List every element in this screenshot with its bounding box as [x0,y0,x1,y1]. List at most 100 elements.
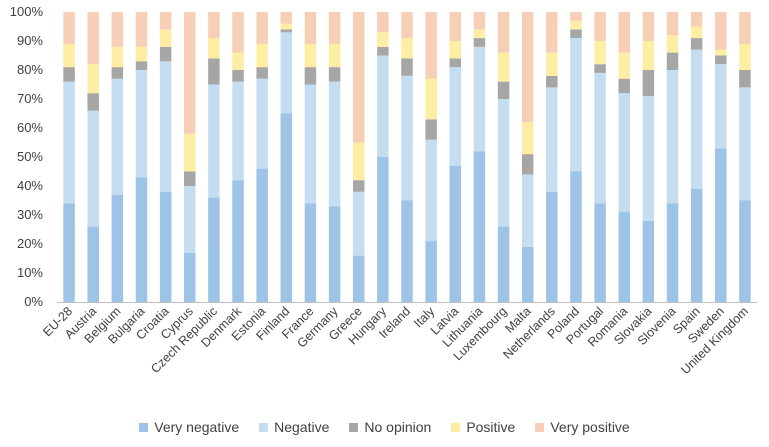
bar-segment [570,38,582,172]
bar-segment [328,81,341,207]
bar-segment [328,43,341,68]
bar-stack [328,12,341,302]
y-tick-label: 40% [17,178,43,193]
bar-segment [715,49,727,56]
bar-segment [184,133,196,172]
bar-segment [63,12,75,44]
bar-segment [87,226,99,302]
bar-stack [256,12,268,302]
bar-stack [425,12,437,302]
legend-swatch [139,422,149,432]
bar-segment [280,113,293,302]
bar-segment [739,43,751,70]
bar-stack [570,12,582,302]
bar-segment [111,12,124,47]
bar-stack [473,12,486,302]
bar-segment [401,12,413,39]
bar-segment [690,38,703,50]
bar-segment [232,70,244,82]
bar-segment [63,43,75,68]
y-tick-label: 90% [17,33,43,48]
bar-segment [135,177,148,302]
bar-segment [690,188,703,302]
bar-segment [377,46,389,56]
bar-stack [594,12,606,302]
bar-segment [449,41,462,59]
bar-segment [618,52,630,79]
bar-segment [352,255,365,302]
legend-label: No opinion [364,419,432,435]
bar-stack [352,12,365,302]
bar-segment [135,61,148,70]
y-tick-label: 70% [17,91,43,106]
bar-stack [232,12,244,302]
bar-segment [280,12,293,24]
y-tick-label: 100% [10,4,44,19]
bar-segment [401,75,413,201]
legend-label: Very negative [154,419,240,435]
bar-segment [425,78,437,120]
bar-segment [352,191,365,256]
y-tick-label: 20% [17,236,43,251]
bar-segment [521,246,534,302]
bar-stack [739,12,751,302]
legend-swatch [349,422,359,432]
bar-segment [111,78,124,195]
bar-segment [690,12,703,27]
bar-segment [304,67,317,85]
y-tick-label: 30% [17,207,43,222]
bar-segment [497,99,510,227]
bar-segment [546,75,558,88]
bar-segment [642,96,655,221]
bar-segment [666,12,679,36]
bar-segment [184,252,196,302]
bar-segment [570,29,582,39]
bar-segment [715,55,727,65]
bar-segment [521,12,534,123]
legend-label: Negative [274,419,330,435]
bar-stack [521,12,534,302]
bar-stack [642,12,655,302]
y-axis: 0% 10% 20% 30% 40% 50% 60% 70% 80% 90% 100% [10,4,44,309]
bar-segment [618,12,630,53]
bar-segment [280,23,293,30]
bar-segment [739,200,751,302]
bar-segment [304,12,317,44]
bar-stack [497,12,510,302]
bar-segment [377,32,389,47]
bar-stack [63,12,75,302]
bar-segment [63,203,75,302]
bar-stack [87,12,99,302]
bar-stack [111,12,124,302]
bar-segment [546,52,558,76]
bar-stack [208,12,220,302]
bar-segment [449,58,462,68]
bar-segment [63,67,75,82]
bar-stack [715,12,727,302]
bar-segment [401,58,413,76]
bar-segment [184,171,196,186]
bar-segment [184,186,196,253]
bar-segment [570,20,582,30]
bar-segment [328,67,341,82]
bar-segment [473,12,486,30]
bar-segment [666,70,679,204]
bar-segment [135,12,148,47]
bar-segment [87,110,99,227]
bar-segment [352,180,365,192]
bar-segment [111,67,124,79]
legend-label: Positive [466,419,516,435]
bar-segment [425,119,437,140]
x-axis: EU-28AustriaBelgiumBulgariaCroatiaCyprus… [40,302,757,377]
bar-segment [377,55,389,157]
bar-segment [159,61,172,192]
bar-segment [739,87,751,201]
bar-segment [232,81,244,181]
bar-segment [352,12,365,143]
legend-swatch [451,422,461,432]
bar-segment [618,93,630,213]
bar-segment [546,87,558,192]
bar-segment [111,46,124,68]
bar-segment [666,35,679,53]
